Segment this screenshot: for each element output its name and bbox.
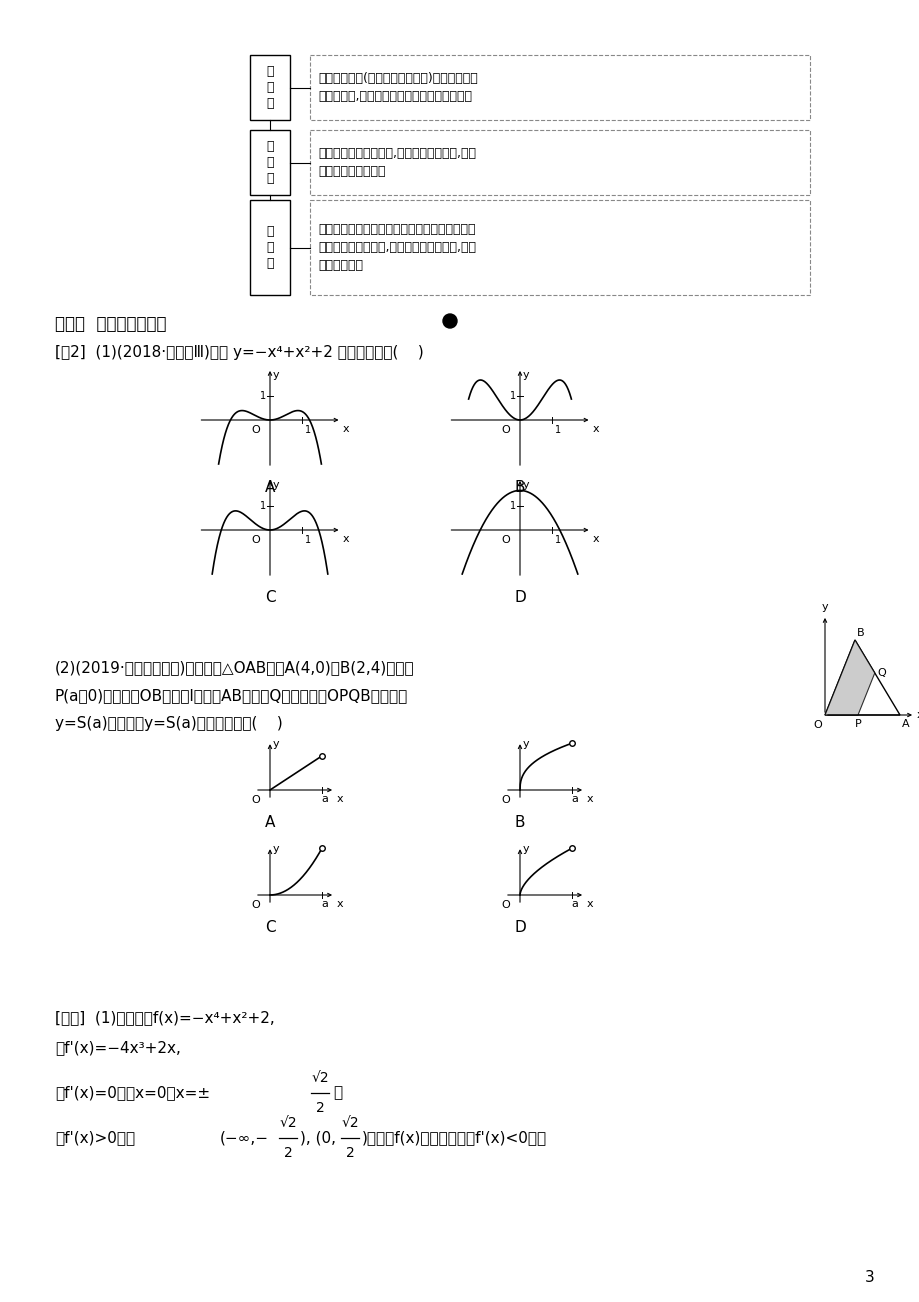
Text: y: y — [522, 480, 529, 491]
Text: (−∞,−: (−∞,− — [220, 1130, 268, 1146]
Text: x: x — [336, 898, 344, 909]
Text: O: O — [251, 535, 260, 546]
Polygon shape — [824, 641, 874, 715]
Text: x: x — [592, 534, 599, 544]
Text: √2: √2 — [311, 1072, 328, 1085]
Text: ), (0,: ), (0, — [300, 1130, 335, 1146]
Text: B: B — [857, 628, 864, 638]
Text: x: x — [586, 898, 593, 909]
Text: 1: 1 — [509, 391, 516, 401]
Text: B: B — [515, 480, 525, 495]
Bar — [250, 55, 289, 120]
Bar — [310, 201, 809, 296]
Text: a: a — [571, 898, 578, 909]
Text: O: O — [251, 796, 260, 805]
Text: 1: 1 — [304, 535, 311, 546]
Text: 1: 1 — [554, 535, 560, 546]
Text: 1: 1 — [259, 391, 266, 401]
Text: y: y — [821, 602, 827, 612]
Text: a: a — [322, 898, 328, 909]
Text: x: x — [916, 710, 919, 720]
Text: O: O — [501, 424, 509, 435]
Bar — [250, 201, 289, 296]
Text: 1: 1 — [304, 424, 311, 435]
Text: y: y — [522, 844, 529, 854]
Text: y: y — [273, 480, 279, 491]
Text: 当函数表达式(或变形后的表达式)是熟悉的基本
初等函数时,就可根据这些函数的特征直接作出: 当函数表达式(或变形后的表达式)是熟悉的基本 初等函数时,就可根据这些函数的特征… — [318, 72, 477, 103]
Text: O: O — [251, 424, 260, 435]
Text: 1: 1 — [554, 424, 560, 435]
Bar — [310, 55, 809, 120]
Text: Q: Q — [877, 668, 886, 678]
Text: 令f'(x)=0，得x=0或x=±: 令f'(x)=0，得x=0或x=± — [55, 1085, 210, 1100]
Text: 3: 3 — [864, 1269, 874, 1285]
Text: y: y — [522, 740, 529, 749]
Text: P(a，0)且平行于OB的直线l与线段AB交于点Q。记四边形OPQB的面积为: P(a，0)且平行于OB的直线l与线段AB交于点Q。记四边形OPQB的面积为 — [55, 687, 408, 703]
Text: x: x — [343, 534, 349, 544]
Text: y: y — [273, 844, 279, 854]
Text: B: B — [515, 815, 525, 829]
Text: D: D — [514, 921, 526, 935]
Text: x: x — [592, 424, 599, 434]
Text: 直
接
法: 直 接 法 — [266, 65, 274, 109]
Text: (2)(2019·郴州一中月考)如图，在△OAB中，A(4,0)，B(2,4)，过点: (2)(2019·郴州一中月考)如图，在△OAB中，A(4,0)，B(2,4)，… — [55, 660, 414, 674]
Text: ，: ， — [333, 1086, 342, 1100]
Text: 转
化
法: 转 化 法 — [266, 141, 274, 185]
Text: y: y — [273, 740, 279, 749]
Text: P: P — [854, 719, 860, 729]
Text: [例2]  (1)(2018·全国卷Ⅲ)函数 y=−x⁴+x²+2 的图象大致为(    ): [例2] (1)(2018·全国卷Ⅲ)函数 y=−x⁴+x²+2 的图象大致为(… — [55, 345, 424, 359]
Text: 1: 1 — [509, 501, 516, 510]
Text: x: x — [336, 794, 344, 805]
Circle shape — [443, 314, 457, 328]
Text: O: O — [501, 796, 509, 805]
Text: 若函数图象可由某个基本初等函数的图象经过平
移、翻折、对称得到,可利用图象变换作出,但要
注意变换顺序: 若函数图象可由某个基本初等函数的图象经过平 移、翻折、对称得到,可利用图象变换作… — [318, 223, 475, 272]
Text: y=S(a)，则函数y=S(a)的大致图象为(    ): y=S(a)，则函数y=S(a)的大致图象为( ) — [55, 716, 282, 730]
Text: )上函数f(x)单调递增；由f'(x)<0知在: )上函数f(x)单调递增；由f'(x)<0知在 — [361, 1130, 547, 1146]
Text: y: y — [522, 370, 529, 380]
Text: x: x — [343, 424, 349, 434]
Bar — [310, 130, 809, 195]
Text: x: x — [586, 794, 593, 805]
Text: √2: √2 — [278, 1116, 297, 1130]
Text: a: a — [322, 794, 328, 805]
Text: 1: 1 — [259, 501, 266, 510]
Text: 由f'(x)>0知在: 由f'(x)>0知在 — [55, 1130, 135, 1144]
Text: a: a — [571, 794, 578, 805]
Text: 2: 2 — [315, 1101, 324, 1115]
Text: √2: √2 — [341, 1116, 358, 1130]
Text: A: A — [265, 815, 275, 829]
Text: 2: 2 — [283, 1146, 292, 1160]
Text: 变
换
法: 变 换 法 — [266, 225, 274, 270]
Text: 2: 2 — [346, 1146, 354, 1160]
Text: A: A — [901, 719, 909, 729]
Text: C: C — [265, 921, 275, 935]
Text: C: C — [265, 590, 275, 605]
Text: A: A — [265, 480, 275, 495]
Text: 含有绝对值符号的函数,可脱掉绝对值符号,转化
为分段函数来画图象: 含有绝对值符号的函数,可脱掉绝对值符号,转化 为分段函数来画图象 — [318, 147, 475, 178]
Text: D: D — [514, 590, 526, 605]
Text: 考法二  函数图象的识别: 考法二 函数图象的识别 — [55, 315, 166, 333]
Text: O: O — [812, 720, 821, 730]
Text: O: O — [501, 900, 509, 910]
Text: O: O — [501, 535, 509, 546]
Bar — [250, 130, 289, 195]
Text: y: y — [273, 370, 279, 380]
Text: O: O — [251, 900, 260, 910]
Text: 则f'(x)=−4x³+2x,: 则f'(x)=−4x³+2x, — [55, 1040, 181, 1055]
Text: [解析]  (1)法一：令f(x)=−x⁴+x²+2,: [解析] (1)法一：令f(x)=−x⁴+x²+2, — [55, 1010, 275, 1025]
